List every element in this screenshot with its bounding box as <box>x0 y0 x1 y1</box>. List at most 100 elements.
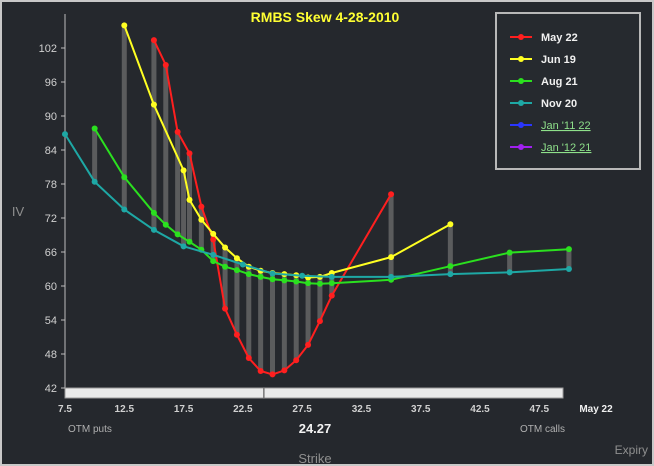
data-point[interactable] <box>210 230 217 237</box>
data-point[interactable] <box>388 254 395 261</box>
series-aug-21 <box>91 125 572 287</box>
data-point[interactable] <box>269 270 276 277</box>
data-point[interactable] <box>233 267 240 274</box>
x-tick-label: 47.5 <box>530 404 550 415</box>
data-point[interactable] <box>245 271 252 278</box>
data-point[interactable] <box>210 236 217 243</box>
data-point[interactable] <box>447 263 454 270</box>
data-point[interactable] <box>447 271 454 278</box>
skew-range-bar <box>566 249 572 269</box>
legend-label[interactable]: Jan '12 21 <box>541 142 591 154</box>
expiry-label: Expiry <box>615 443 648 457</box>
skew-range-bar <box>246 266 252 358</box>
data-point[interactable] <box>299 272 306 279</box>
legend-item[interactable]: Jan '12 21 <box>510 142 591 154</box>
y-tick-label: 54 <box>45 315 57 327</box>
data-point[interactable] <box>257 273 264 280</box>
data-point[interactable] <box>328 280 335 287</box>
data-point[interactable] <box>305 280 312 287</box>
legend-item[interactable]: Aug 21 <box>510 76 578 88</box>
legend-label[interactable]: Jan '11 22 <box>541 120 591 132</box>
x-tick-label: 12.5 <box>115 404 135 415</box>
data-point[interactable] <box>281 277 288 284</box>
skew-range-bar <box>175 131 181 235</box>
data-point[interactable] <box>121 22 128 29</box>
data-point[interactable] <box>305 341 312 348</box>
data-point[interactable] <box>91 125 98 132</box>
data-point[interactable] <box>293 278 300 285</box>
data-point[interactable] <box>328 273 335 280</box>
data-point[interactable] <box>91 178 98 185</box>
data-point[interactable] <box>198 216 205 223</box>
spot-price-label: 24.27 <box>299 421 332 436</box>
data-point[interactable] <box>447 221 454 228</box>
skew-range-bar <box>92 128 98 182</box>
data-point[interactable] <box>222 305 229 312</box>
data-point[interactable] <box>186 150 193 157</box>
skew-range-bar <box>270 272 275 375</box>
data-point[interactable] <box>210 251 217 258</box>
y-axis-label: IV <box>12 204 25 219</box>
data-point[interactable] <box>565 246 572 253</box>
strike-range-slider[interactable] <box>64 387 564 399</box>
data-point[interactable] <box>328 292 335 299</box>
data-point[interactable] <box>180 243 187 250</box>
legend-label: May 22 <box>541 32 578 44</box>
data-point[interactable] <box>245 354 252 361</box>
y-tick-label: 60 <box>45 281 57 293</box>
y-tick-label: 78 <box>45 179 57 191</box>
data-point[interactable] <box>239 261 246 268</box>
data-point[interactable] <box>316 280 323 287</box>
data-point[interactable] <box>565 266 572 272</box>
skew-range-bar <box>281 274 287 371</box>
expiry-selected-label[interactable]: May 22 <box>579 404 613 415</box>
legend-label: Jun 19 <box>541 54 576 66</box>
data-point[interactable] <box>388 273 395 280</box>
data-point[interactable] <box>210 258 217 265</box>
skew-range-bar <box>507 252 513 273</box>
data-point[interactable] <box>233 255 240 262</box>
data-point[interactable] <box>62 131 68 138</box>
data-point[interactable] <box>121 174 128 181</box>
x-axis-label: Strike <box>298 451 331 466</box>
data-point[interactable] <box>150 37 157 44</box>
y-tick-label: 96 <box>45 77 57 89</box>
data-point[interactable] <box>162 62 169 68</box>
data-point[interactable] <box>222 263 229 270</box>
data-point[interactable] <box>269 371 276 378</box>
data-point[interactable] <box>233 331 240 338</box>
data-point[interactable] <box>162 221 169 228</box>
skew-range-bar <box>305 277 311 345</box>
y-tick-label: 72 <box>45 213 57 225</box>
data-point[interactable] <box>506 269 513 276</box>
data-point[interactable] <box>186 238 193 245</box>
skew-range-bar <box>293 275 299 361</box>
x-tick-label: 7.5 <box>58 404 72 415</box>
x-tick-label: 32.5 <box>352 404 372 415</box>
data-point[interactable] <box>257 368 264 374</box>
data-point[interactable] <box>506 249 513 256</box>
skew-range-bar <box>234 258 240 335</box>
data-point[interactable] <box>174 231 181 238</box>
data-point[interactable] <box>121 206 128 213</box>
legend-item[interactable]: May 22 <box>510 32 578 44</box>
data-point[interactable] <box>269 276 276 283</box>
legend-item[interactable]: Jun 19 <box>510 54 576 66</box>
data-point[interactable] <box>293 357 300 364</box>
legend-swatch-point <box>518 34 524 40</box>
data-point[interactable] <box>180 167 187 174</box>
data-point[interactable] <box>150 226 157 233</box>
data-point[interactable] <box>222 244 229 251</box>
skew-range-bar <box>388 194 394 280</box>
data-point[interactable] <box>281 367 288 374</box>
data-point[interactable] <box>186 196 193 203</box>
legend-swatch-point <box>518 122 524 128</box>
legend-item[interactable]: Jan '11 22 <box>510 120 591 132</box>
data-point[interactable] <box>198 203 205 210</box>
data-point[interactable] <box>316 318 323 325</box>
legend-item[interactable]: Nov 20 <box>510 98 577 110</box>
data-point[interactable] <box>150 209 157 216</box>
data-point[interactable] <box>174 128 181 135</box>
data-point[interactable] <box>150 101 157 108</box>
data-point[interactable] <box>388 191 395 198</box>
